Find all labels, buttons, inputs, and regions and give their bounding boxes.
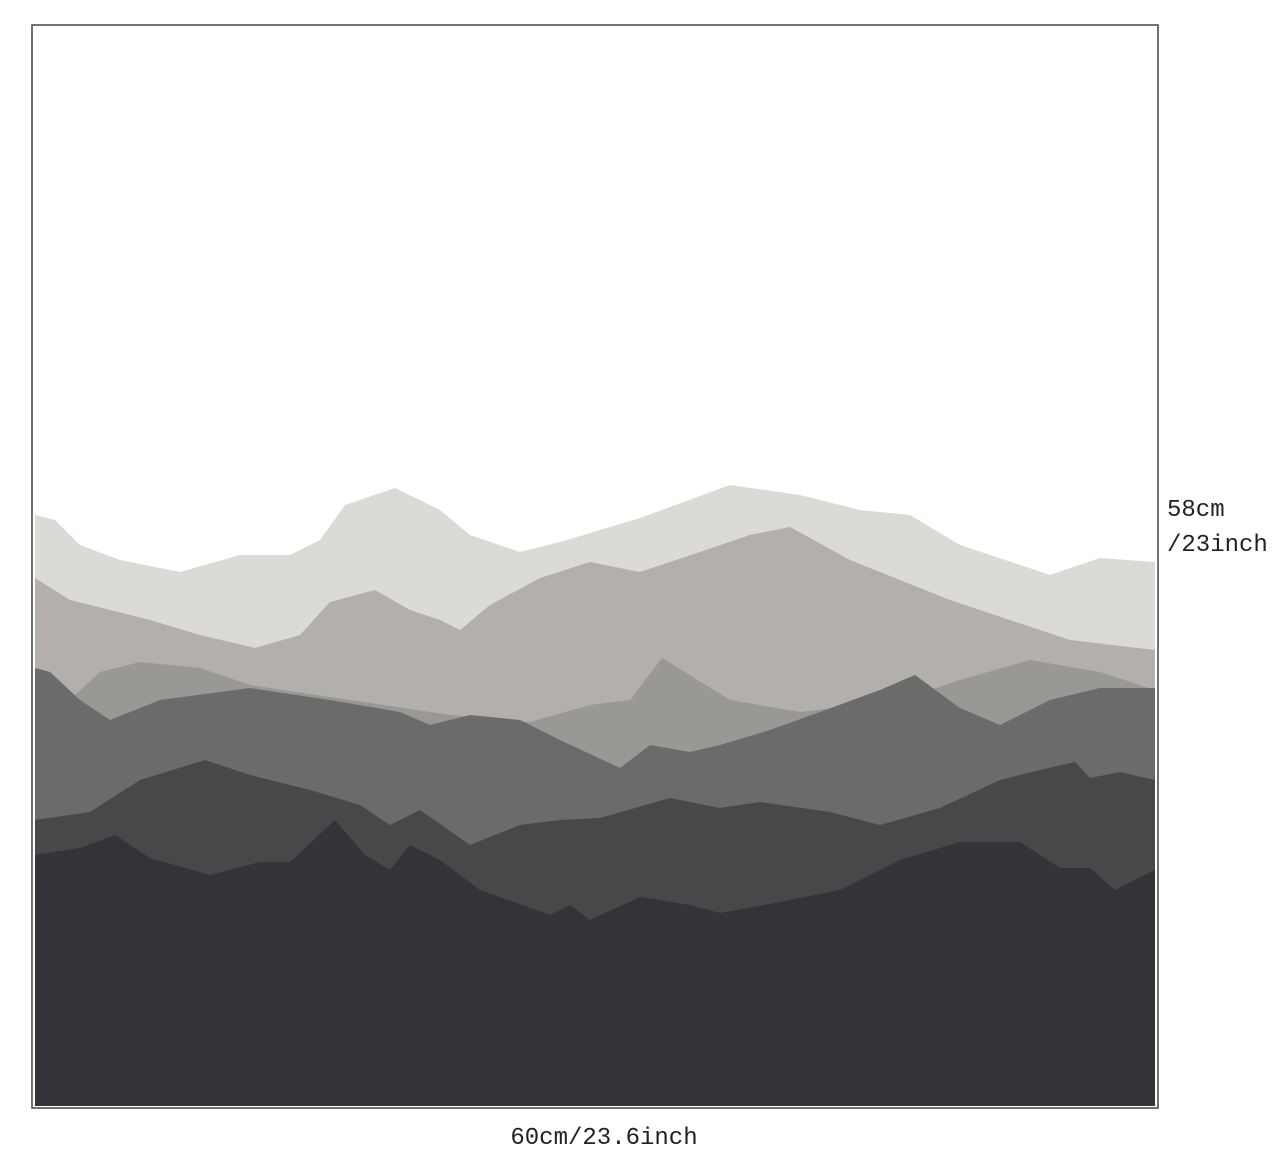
height-label: 58cm — [1167, 497, 1225, 524]
width-label: 60cm/23.6inch — [510, 1125, 697, 1152]
height-label: /23inch — [1167, 532, 1268, 559]
mountains — [35, 485, 1155, 1106]
mountain-layer — [35, 820, 1155, 1106]
